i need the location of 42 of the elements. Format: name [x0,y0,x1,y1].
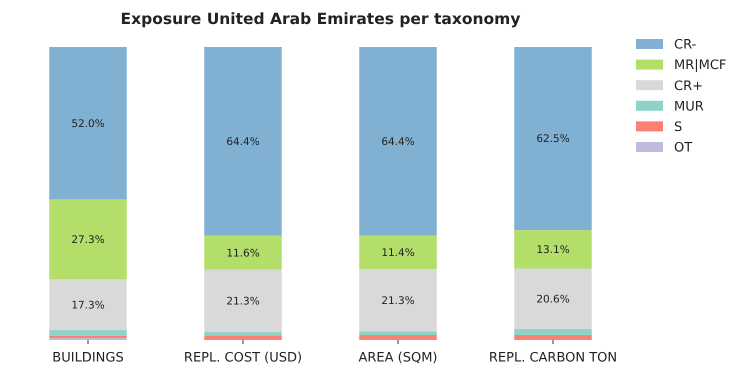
bar [359,335,437,340]
legend-label: S [674,120,682,135]
bar [49,47,127,200]
data-label: 64.4% [226,136,260,148]
bar [204,270,282,332]
x-tick-label: AREA (SQM) [358,350,438,366]
data-label: 17.3% [71,299,105,312]
data-label: 11.4% [381,247,415,260]
data-label: 62.5% [536,133,570,146]
data-label: 21.3% [226,296,260,308]
bar [204,47,282,236]
legend-label: MUR [674,99,704,114]
x-tick-label: REPL. CARBON TON [488,350,618,366]
legend-label: MR|MCF [674,58,726,74]
legend-label: CR- [674,38,697,53]
data-label: 27.3% [71,234,105,246]
bar [204,336,282,340]
bar [49,199,127,280]
data-label: 52.0% [71,118,105,130]
chart-title: Exposure United Arab Emirates per taxonomy [120,10,520,28]
legend-label: CR+ [674,78,704,94]
bar [49,330,127,336]
bar [204,332,282,336]
bar [514,335,592,340]
bar [514,230,592,269]
x-tick-label: REPL. COST (USD) [184,350,302,366]
bar [49,279,127,330]
data-label: 20.6% [536,293,570,306]
bar [359,332,437,336]
data-label: 13.1% [536,244,570,256]
bar [514,47,592,230]
data-label: 64.4% [381,136,415,148]
bar [514,328,592,336]
bar [204,236,282,270]
bar [514,268,592,329]
bar [359,236,437,270]
x-tick-label: BUILDINGS [52,350,124,366]
bar [359,269,437,332]
data-label: 11.6% [226,247,260,260]
bar [359,47,437,236]
legend-label: OT [674,140,692,156]
data-label: 21.3% [381,294,415,307]
